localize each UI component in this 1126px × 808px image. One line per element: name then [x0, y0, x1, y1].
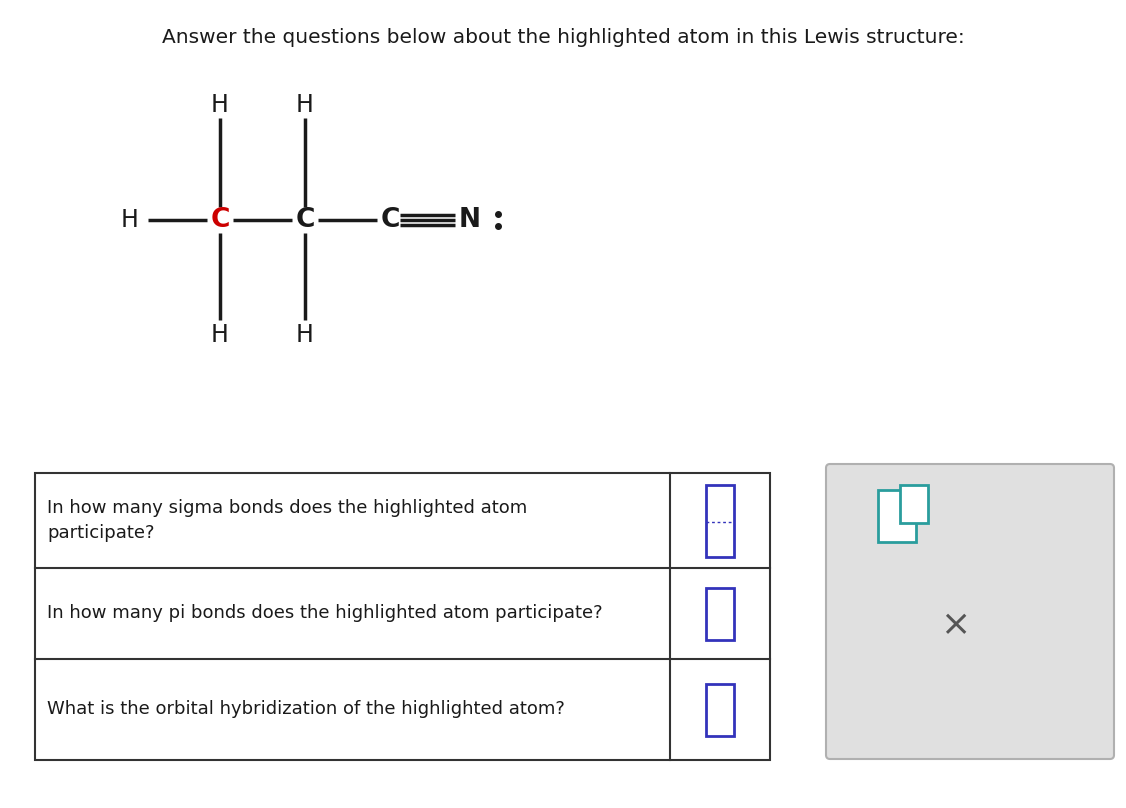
Text: C: C — [211, 207, 230, 233]
Text: H: H — [122, 208, 138, 232]
Text: N: N — [459, 207, 481, 233]
Bar — [706, 587, 734, 639]
Text: ×: × — [940, 608, 971, 642]
Text: In how many sigma bonds does the highlighted atom
participate?: In how many sigma bonds does the highlig… — [47, 499, 527, 542]
Text: H: H — [296, 93, 314, 117]
FancyBboxPatch shape — [826, 464, 1114, 759]
Text: Answer the questions below about the highlighted atom in this Lewis structure:: Answer the questions below about the hig… — [162, 28, 964, 47]
Bar — [878, 490, 915, 542]
Text: C: C — [381, 207, 400, 233]
Bar — [706, 485, 734, 557]
Text: What is the orbital hybridization of the highlighted atom?: What is the orbital hybridization of the… — [47, 701, 565, 718]
Text: In how many pi bonds does the highlighted atom participate?: In how many pi bonds does the highlighte… — [47, 604, 602, 622]
Text: H: H — [296, 323, 314, 347]
Bar — [706, 684, 734, 735]
Text: H: H — [211, 93, 229, 117]
Text: C: C — [295, 207, 314, 233]
Bar — [35, 473, 770, 760]
Bar — [900, 485, 928, 523]
Text: H: H — [211, 323, 229, 347]
